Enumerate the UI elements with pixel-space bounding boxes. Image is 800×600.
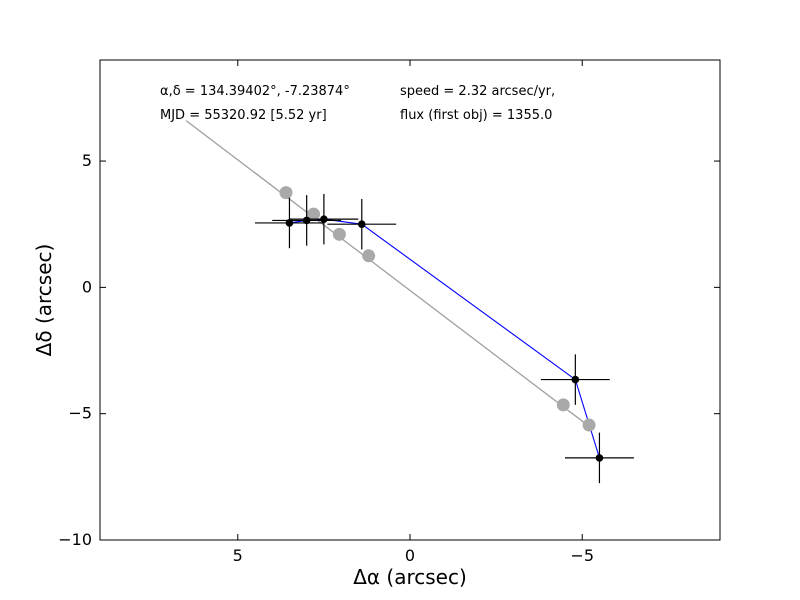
predicted-point <box>279 186 293 200</box>
predicted-point <box>582 418 596 432</box>
observed-point <box>595 454 604 462</box>
predicted-point <box>332 227 346 241</box>
annotation-radec: α,δ = 134.39402°, -7.23874° <box>160 84 350 99</box>
x-tick-label: 0 <box>405 546 415 565</box>
proper-motion-fit-line <box>185 120 590 427</box>
y-tick-label: 0 <box>82 277 92 296</box>
annotation-flux: flux (first obj) = 1355.0 <box>400 108 552 123</box>
x-tick-label: −5 <box>570 546 594 565</box>
y-tick-label: −5 <box>68 404 92 423</box>
observed-point <box>302 216 311 225</box>
predicted-point <box>362 249 376 263</box>
y-axis-label: Δδ (arcsec) <box>32 244 56 357</box>
y-tick-label: 5 <box>82 151 92 170</box>
observed-point <box>320 215 328 223</box>
annotation-speed: speed = 2.32 arcsec/yr, <box>400 84 555 99</box>
tick-group: 5 0 −5 5 0 −5 −10 <box>58 60 720 565</box>
x-axis-label: Δα (arcsec) <box>353 565 467 589</box>
annotation-mjd: MJD = 55320.92 [5.52 yr] <box>160 108 327 123</box>
observed-point <box>571 375 580 384</box>
observed-point <box>357 220 366 229</box>
plot-content <box>185 120 634 484</box>
y-tick-label: −10 <box>58 530 92 549</box>
predicted-point <box>556 398 570 412</box>
x-tick-label: 5 <box>233 546 243 565</box>
